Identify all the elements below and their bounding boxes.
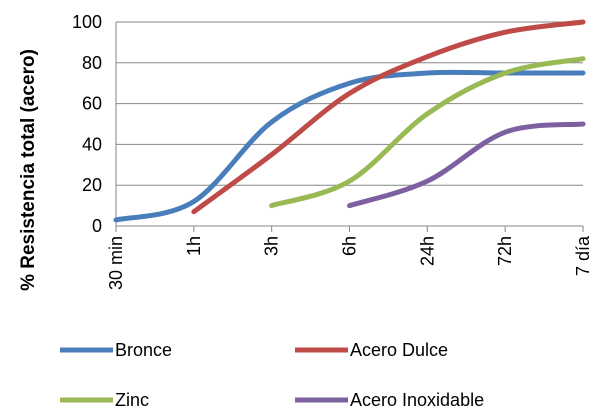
y-tick-label: 60 xyxy=(82,94,102,114)
x-tick-label: 1h xyxy=(184,236,204,256)
legend-label: Acero Dulce xyxy=(350,340,448,360)
y-axis-label: % Resistencia total (acero) xyxy=(18,49,39,291)
legend-label: Bronce xyxy=(115,340,172,360)
y-tick-label: 40 xyxy=(82,134,102,154)
series-line-acero-dulce xyxy=(191,19,586,215)
legend: Bronce Acero Dulce Zinc Acero Inoxidable xyxy=(60,340,484,410)
y-tick-label: 0 xyxy=(92,216,102,236)
legend-label: Acero Inoxidable xyxy=(350,390,484,410)
x-tick-label: 3h xyxy=(262,236,282,256)
x-tick-labels: 30 min 1h 3h 6h 24h 72h 7 día xyxy=(106,235,593,290)
x-tick-label: 72h xyxy=(495,236,515,266)
legend-label: Zinc xyxy=(115,390,149,410)
y-tick-label: 80 xyxy=(82,53,102,73)
x-tick-label: 30 min xyxy=(106,236,126,290)
series-line-acero-inoxidable xyxy=(347,121,586,209)
x-tick-label: 7 día xyxy=(573,235,593,276)
series-line-zinc xyxy=(269,56,586,209)
series-lines xyxy=(113,19,586,223)
x-tick-label: 6h xyxy=(340,236,360,256)
gridlines xyxy=(116,21,583,186)
axes xyxy=(115,22,584,232)
y-tick-label: 20 xyxy=(82,175,102,195)
y-tick-labels: 0 20 40 60 80 100 xyxy=(72,12,102,236)
y-tick-label: 100 xyxy=(72,12,102,32)
x-tick-label: 24h xyxy=(417,236,437,266)
